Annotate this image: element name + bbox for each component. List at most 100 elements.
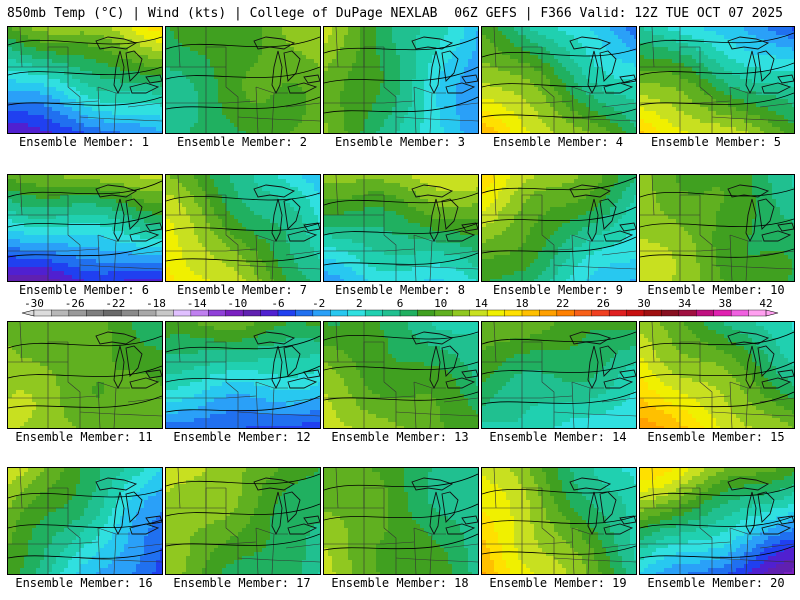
map-title: 850mb Temp (°C) | Wind (kts) | College o… <box>7 6 437 21</box>
member-label: Ensemble Member: 1 <box>5 135 163 149</box>
colorbar-tick-label: -2 <box>312 297 325 310</box>
colorbar-bin <box>591 309 610 317</box>
temperature-field <box>324 27 478 133</box>
temperature-field <box>640 322 794 428</box>
colorbar-bin <box>486 309 506 317</box>
member-label: Ensemble Member: 11 <box>5 430 163 444</box>
member-map-panel <box>165 26 321 134</box>
temperature-field <box>166 322 320 428</box>
member-label: Ensemble Member: 18 <box>321 576 479 590</box>
colorbar-tick-label: -6 <box>271 297 284 310</box>
temperature-field <box>324 322 478 428</box>
member-map-panel <box>639 321 795 429</box>
member-label: Ensemble Member: 16 <box>5 576 163 590</box>
colorbar-bin <box>364 309 384 317</box>
colorbar-tick-label: 38 <box>719 297 732 310</box>
colorbar-tick-label: 30 <box>637 297 650 310</box>
temperature-field <box>482 322 636 428</box>
member-label: Ensemble Member: 12 <box>163 430 321 444</box>
colorbar-tick-label: 42 <box>759 297 772 310</box>
colorbar-tick-label: -10 <box>227 297 247 310</box>
colorbar-bin <box>678 309 697 317</box>
colorbar-tick-label: 18 <box>515 297 528 310</box>
member-label: Ensemble Member: 8 <box>321 283 479 297</box>
colorbar-bin <box>330 309 349 317</box>
member-map-panel <box>165 321 321 429</box>
member-map-panel <box>323 174 479 282</box>
colorbar-bin <box>539 309 558 317</box>
temperature-field <box>482 468 636 574</box>
colorbar-tick-label: 22 <box>556 297 569 310</box>
member-map-panel <box>7 174 163 282</box>
member-map-panel <box>323 26 479 134</box>
colorbar-bin <box>713 309 732 317</box>
colorbar-bin <box>434 309 453 317</box>
colorbar-tick-label: -14 <box>187 297 207 310</box>
member-map-panel <box>481 467 637 575</box>
member-label: Ensemble Member: 7 <box>163 283 321 297</box>
colorbar-bin <box>120 309 140 317</box>
colorbar-bin <box>33 309 52 317</box>
colorbar-bin <box>696 309 715 317</box>
member-label: Ensemble Member: 14 <box>479 430 637 444</box>
colorbar-bin <box>260 309 279 317</box>
temperature-field <box>324 175 478 281</box>
colorbar-bin <box>173 309 192 317</box>
colorbar-tick-label: 26 <box>597 297 610 310</box>
colorbar-bin <box>730 309 750 317</box>
colorbar-bin <box>626 309 645 317</box>
colorbar-bin <box>51 309 70 317</box>
temperature-field <box>8 27 162 133</box>
member-label: Ensemble Member: 15 <box>637 430 795 444</box>
temperature-field <box>482 27 636 133</box>
member-map-panel <box>481 174 637 282</box>
colorbar-max-arrow <box>765 309 779 317</box>
temperature-field <box>640 468 794 574</box>
member-label: Ensemble Member: 2 <box>163 135 321 149</box>
temperature-field <box>166 468 320 574</box>
colorbar-tick-label: -22 <box>105 297 125 310</box>
colorbar-tick-label: 10 <box>434 297 447 310</box>
temperature-field <box>166 175 320 281</box>
member-label: Ensemble Member: 3 <box>321 135 479 149</box>
colorbar-bin <box>417 309 436 317</box>
run-valid-time: 06Z GEFS | F366 Valid: 12Z TUE OCT 07 20… <box>454 6 783 21</box>
member-map-panel <box>323 467 479 575</box>
member-map-panel <box>481 321 637 429</box>
colorbar-bin <box>399 309 418 317</box>
member-map-panel <box>639 174 795 282</box>
colorbar-bin <box>242 309 262 317</box>
member-map-panel <box>165 467 321 575</box>
temperature-field <box>8 322 162 428</box>
colorbar-tick-label: 34 <box>678 297 692 310</box>
member-label: Ensemble Member: 5 <box>637 135 795 149</box>
member-label: Ensemble Member: 6 <box>5 283 163 297</box>
colorbar-bin <box>190 309 209 317</box>
temperature-field <box>8 468 162 574</box>
member-label: Ensemble Member: 4 <box>479 135 637 149</box>
colorbar-bin <box>225 309 244 317</box>
temperature-field <box>8 175 162 281</box>
member-map-panel <box>481 26 637 134</box>
member-label: Ensemble Member: 9 <box>479 283 637 297</box>
colorbar-bin <box>347 309 366 317</box>
member-map-panel <box>7 26 163 134</box>
member-map-panel <box>323 321 479 429</box>
colorbar-bin <box>748 309 767 317</box>
colorbar-bin <box>574 309 593 317</box>
member-label: Ensemble Member: 20 <box>637 576 795 590</box>
colorbar-bin <box>86 309 105 317</box>
colorbar-bin <box>556 309 575 317</box>
temperature-field <box>640 27 794 133</box>
member-map-panel <box>639 26 795 134</box>
colorbar-bin <box>608 309 628 317</box>
member-label: Ensemble Member: 13 <box>321 430 479 444</box>
colorbar-tick-label: -26 <box>65 297 85 310</box>
member-label: Ensemble Member: 17 <box>163 576 321 590</box>
temperature-field <box>640 175 794 281</box>
temperature-colorbar: -30 -26 -22 -18 -14 -10 -6 -2 2 6 10 14 18 22 26 30 34 38… <box>21 297 779 317</box>
temperature-field <box>166 27 320 133</box>
colorbar-tick-label: 6 <box>397 297 404 310</box>
colorbar-bin <box>661 309 680 317</box>
colorbar-bin <box>452 309 471 317</box>
